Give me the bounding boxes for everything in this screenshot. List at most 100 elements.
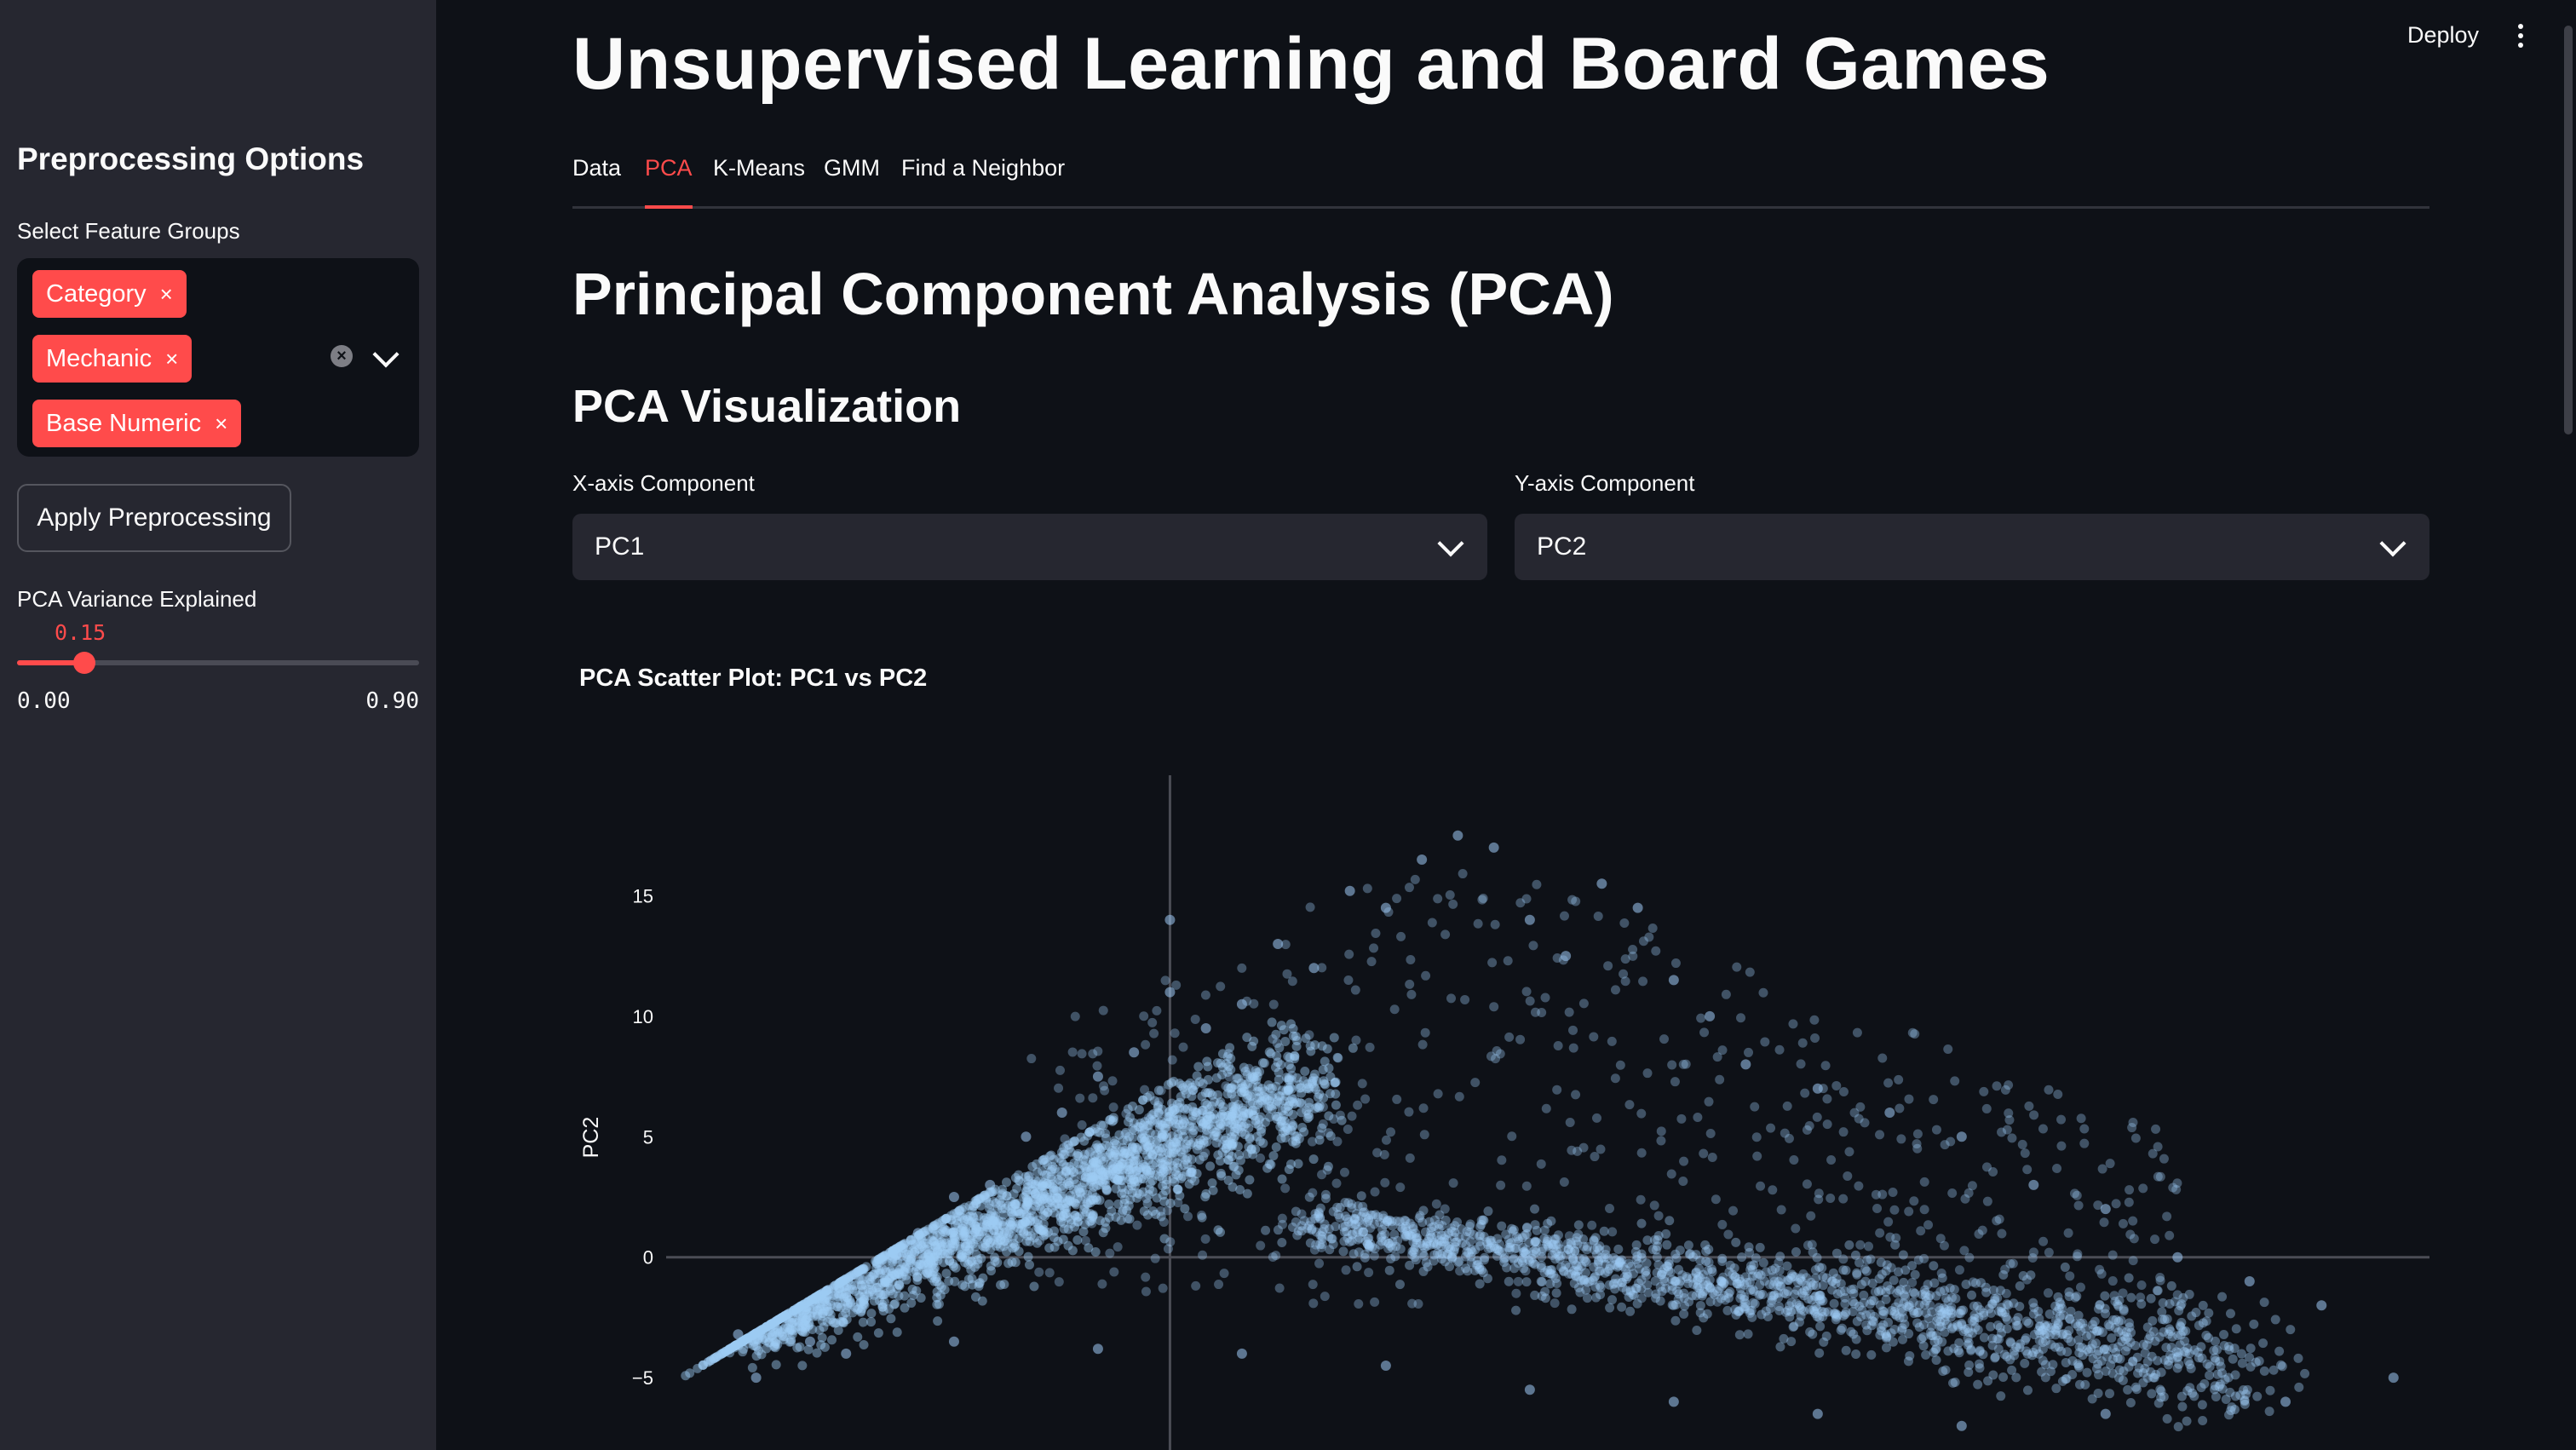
- scatter-point: [1173, 1163, 1183, 1173]
- scatter-point: [1090, 1163, 1101, 1173]
- scatter-point: [755, 1328, 765, 1338]
- scatter-point: [1086, 1216, 1096, 1226]
- deploy-button[interactable]: Deploy: [2407, 22, 2480, 48]
- scatter-point: [929, 1252, 939, 1263]
- scatter-point: [1210, 1113, 1220, 1124]
- scatter-point: [894, 1242, 904, 1252]
- scatter-point: [1486, 1235, 1497, 1246]
- y-axis-select[interactable]: PC2: [1515, 514, 2429, 580]
- scatter-point: [1085, 1195, 1095, 1205]
- tab-find-neighbor[interactable]: Find a Neighbor: [901, 155, 1066, 181]
- apply-preprocessing-button[interactable]: Apply Preprocessing: [17, 484, 291, 552]
- scatter-point: [2078, 1318, 2088, 1328]
- feature-groups-multiselect[interactable]: Category × Mechanic × Base Numeric × ×: [17, 258, 419, 457]
- remove-tag-icon[interactable]: ×: [215, 410, 228, 436]
- tab-data[interactable]: Data: [572, 155, 622, 181]
- scatter-point: [1164, 987, 1176, 998]
- scatter-point: [1288, 1031, 1298, 1041]
- scatter-point: [843, 1275, 854, 1286]
- scatter-point: [1692, 1326, 1702, 1336]
- scatter-point: [1192, 1071, 1202, 1081]
- scatter-point: [932, 1299, 942, 1309]
- scatter-point: [1242, 1070, 1252, 1080]
- tab-pca[interactable]: PCA: [645, 152, 693, 209]
- scatter-point: [1632, 902, 1643, 913]
- scatter-point: [976, 1253, 986, 1263]
- scatter-point: [1838, 1194, 1849, 1204]
- scatter-point: [1072, 1217, 1083, 1227]
- pca-scatter-chart[interactable]: PCA Scatter Plot: PC1 vs PC2 PC2 151050−…: [572, 647, 2429, 1450]
- scatter-point: [1174, 1079, 1184, 1089]
- scatter-point: [1767, 1295, 1777, 1305]
- scatter-point: [1241, 1119, 1251, 1129]
- scatter-point: [914, 1230, 924, 1240]
- scatter-point: [961, 1241, 971, 1251]
- scatter-point: [1925, 1300, 1935, 1310]
- scatter-point: [1593, 1255, 1603, 1265]
- scatter-point: [2061, 1357, 2071, 1367]
- scatter-point: [956, 1225, 966, 1235]
- scatter-point: [833, 1278, 843, 1288]
- scatter-point: [1019, 1228, 1029, 1239]
- scatter-point: [1479, 1255, 1489, 1265]
- scatter-point: [963, 1239, 973, 1249]
- remove-tag-icon[interactable]: ×: [159, 280, 173, 307]
- scatter-point: [1014, 1223, 1024, 1234]
- tab-gmm[interactable]: GMM: [824, 155, 880, 181]
- scatter-point: [1900, 1292, 1911, 1302]
- scatter-point: [919, 1238, 929, 1248]
- remove-tag-icon[interactable]: ×: [165, 345, 179, 371]
- scatter-point: [1202, 1114, 1212, 1125]
- scatter-point: [1306, 1046, 1316, 1056]
- scatter-point: [1756, 1270, 1766, 1280]
- scatter-point: [856, 1307, 866, 1317]
- scatter-point: [1097, 1279, 1107, 1289]
- scatter-point: [842, 1292, 853, 1303]
- scatter-point: [1814, 1188, 1824, 1199]
- scatter-point: [1187, 1116, 1197, 1126]
- scatter-point: [1285, 1096, 1295, 1107]
- scatter-point: [2277, 1361, 2287, 1372]
- scatter-point: [2184, 1289, 2194, 1299]
- scatter-point: [2108, 1315, 2119, 1325]
- scatter-point: [1745, 1277, 1755, 1287]
- scatter-point: [877, 1302, 888, 1312]
- tab-kmeans[interactable]: K-Means: [713, 155, 806, 181]
- scatter-point: [1653, 1231, 1664, 1241]
- scatter-point: [1147, 1110, 1157, 1120]
- scatter-point: [1472, 1260, 1482, 1270]
- scatter-point: [1053, 1199, 1063, 1209]
- scatter-point: [1227, 1139, 1237, 1149]
- scatter-point: [797, 1322, 808, 1332]
- scatter-point: [1130, 1177, 1140, 1187]
- scatter-point: [877, 1252, 887, 1263]
- scatter-point: [1964, 1252, 1975, 1263]
- scatter-point: [2065, 1314, 2075, 1324]
- scatter-point: [2244, 1276, 2255, 1286]
- scatter-point: [2159, 1315, 2170, 1325]
- scatter-point: [1812, 1408, 1823, 1419]
- kebab-menu-icon[interactable]: [2518, 24, 2525, 52]
- scrollbar[interactable]: [2564, 26, 2573, 434]
- scatter-point: [1182, 1167, 1192, 1177]
- scatter-point: [1549, 1270, 1559, 1280]
- scatter-point: [930, 1240, 940, 1251]
- pca-slider-thumb[interactable]: [73, 652, 95, 674]
- scatter-point: [1124, 1167, 1135, 1177]
- scatter-point: [1260, 1117, 1270, 1127]
- scatter-point: [1256, 1124, 1267, 1134]
- scatter-point: [1124, 1113, 1135, 1123]
- pca-slider-track[interactable]: [17, 660, 419, 665]
- scatter-point: [1005, 1224, 1015, 1234]
- x-axis-select[interactable]: PC1: [572, 514, 1487, 580]
- scatter-point: [1231, 1170, 1241, 1180]
- scatter-point: [2028, 1298, 2038, 1308]
- chevron-down-icon[interactable]: [372, 341, 400, 368]
- scatter-point: [911, 1239, 921, 1249]
- clear-all-icon[interactable]: ×: [331, 345, 353, 367]
- scatter-point: [1006, 1196, 1016, 1206]
- scatter-point: [1909, 1309, 1919, 1319]
- scatter-point: [750, 1372, 762, 1384]
- scatter-point: [1271, 1111, 1281, 1121]
- scatter-point: [1207, 1090, 1217, 1100]
